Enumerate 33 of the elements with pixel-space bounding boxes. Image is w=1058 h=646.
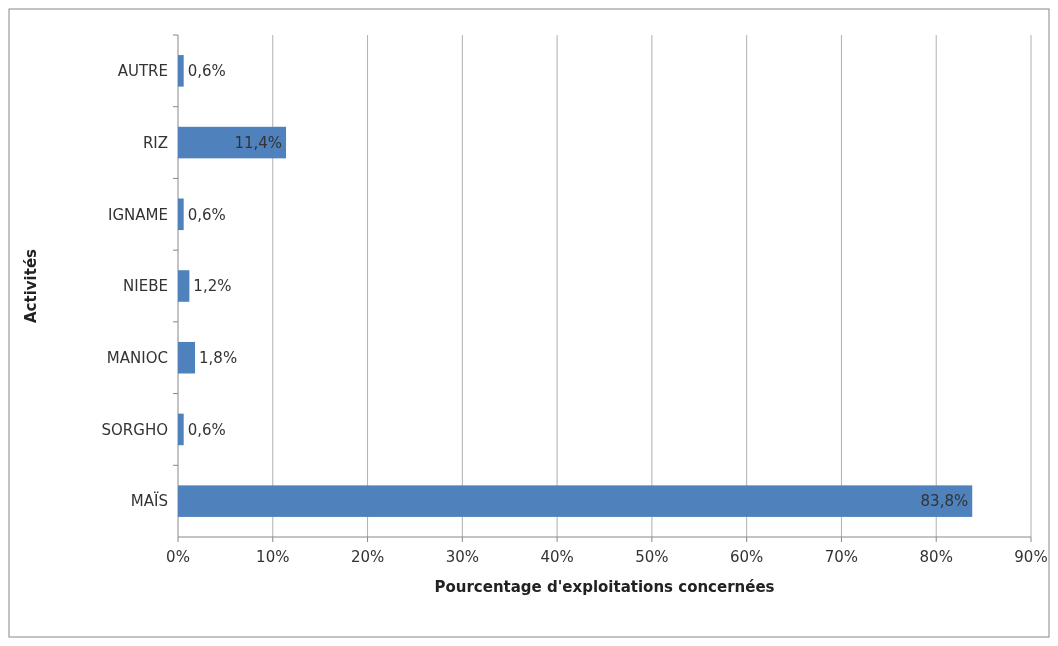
data-label: 0,6% bbox=[187, 205, 226, 224]
data-label: 83,8% bbox=[920, 492, 969, 511]
x-tick-label: 10% bbox=[256, 548, 290, 566]
data-label: 0,6% bbox=[187, 62, 226, 81]
y-tick-label: NIEBE bbox=[123, 277, 168, 296]
bar bbox=[178, 413, 184, 446]
x-tick-label: 90% bbox=[1014, 548, 1048, 566]
bar bbox=[178, 270, 190, 302]
bar bbox=[178, 55, 184, 87]
y-tick-label: IGNAME bbox=[108, 205, 168, 224]
data-label: 0,6% bbox=[187, 420, 226, 439]
bar bbox=[178, 198, 184, 231]
x-tick-label: 40% bbox=[540, 548, 574, 566]
bar bbox=[178, 485, 973, 517]
x-tick-label: 30% bbox=[445, 548, 480, 566]
data-label: 1,2% bbox=[193, 277, 232, 296]
x-tick-label: 70% bbox=[824, 548, 859, 566]
data-label: 1,8% bbox=[199, 348, 238, 367]
x-tick-label: 50% bbox=[635, 548, 669, 566]
y-axis-title: Activités bbox=[22, 248, 40, 324]
x-axis-title: Pourcentage d'exploitations concernées bbox=[434, 578, 775, 596]
x-tick-label: 80% bbox=[919, 548, 953, 566]
bar bbox=[178, 341, 196, 374]
y-tick-label: MANIOC bbox=[106, 348, 168, 367]
x-tick-label: 20% bbox=[350, 548, 385, 566]
y-tick-label: RIZ bbox=[142, 133, 168, 152]
data-label: 11,4% bbox=[234, 133, 283, 152]
x-tick-label: 60% bbox=[729, 548, 764, 566]
bar bbox=[178, 126, 287, 159]
y-tick-label: SORGHO bbox=[101, 420, 168, 439]
x-tick-label: 0% bbox=[166, 548, 190, 566]
y-tick-label: MAÏS bbox=[130, 491, 168, 511]
y-tick-label: AUTRE bbox=[117, 62, 168, 81]
